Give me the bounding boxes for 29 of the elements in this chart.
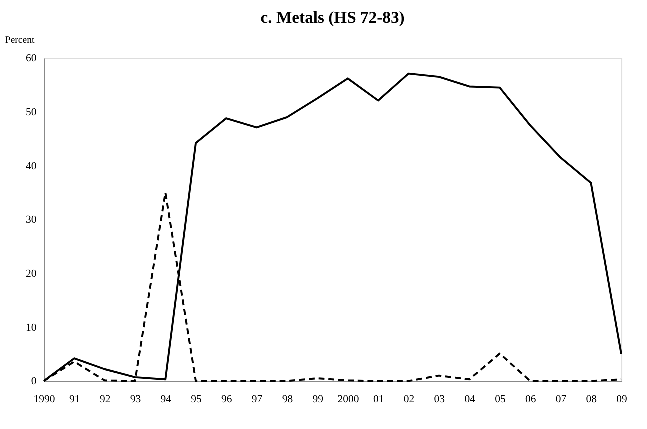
y-tick-label: 40 bbox=[26, 160, 37, 172]
y-tick-label: 30 bbox=[26, 214, 37, 226]
x-tick-label: 09 bbox=[616, 393, 628, 406]
y-tick-label: 20 bbox=[26, 268, 37, 280]
y-tick-label: 0 bbox=[31, 376, 37, 388]
y-axis-title: Percent bbox=[5, 35, 35, 46]
x-tick-label: 93 bbox=[130, 393, 142, 406]
x-tick-label: 07 bbox=[556, 393, 568, 406]
x-tick-label: 99 bbox=[312, 393, 324, 406]
x-tick-label: 2000 bbox=[338, 393, 360, 406]
x-tick-label: 94 bbox=[160, 393, 172, 406]
y-tick-label: 10 bbox=[26, 322, 37, 334]
x-tick-label: 03 bbox=[434, 393, 446, 406]
x-tick-label: 1990 bbox=[34, 393, 56, 406]
chart-title: c. Metals (HS 72-83) bbox=[260, 8, 405, 27]
x-tick-label: 06 bbox=[525, 393, 537, 406]
x-tick-label: 04 bbox=[464, 393, 476, 406]
y-tick-label: 60 bbox=[26, 52, 37, 65]
x-tick-label: 01 bbox=[374, 393, 384, 406]
x-tick-label: 08 bbox=[586, 393, 598, 406]
x-tick-label: 92 bbox=[100, 393, 111, 406]
x-tick-label: 05 bbox=[495, 393, 506, 406]
x-tick-label: 97 bbox=[252, 393, 264, 406]
x-tick-label: 95 bbox=[191, 393, 202, 406]
x-tick-label: 96 bbox=[222, 393, 233, 406]
x-tick-label: 02 bbox=[404, 393, 415, 406]
x-tick-label: 91 bbox=[70, 393, 80, 406]
y-tick-label: 50 bbox=[26, 106, 37, 118]
x-tick-label: 98 bbox=[282, 393, 294, 406]
